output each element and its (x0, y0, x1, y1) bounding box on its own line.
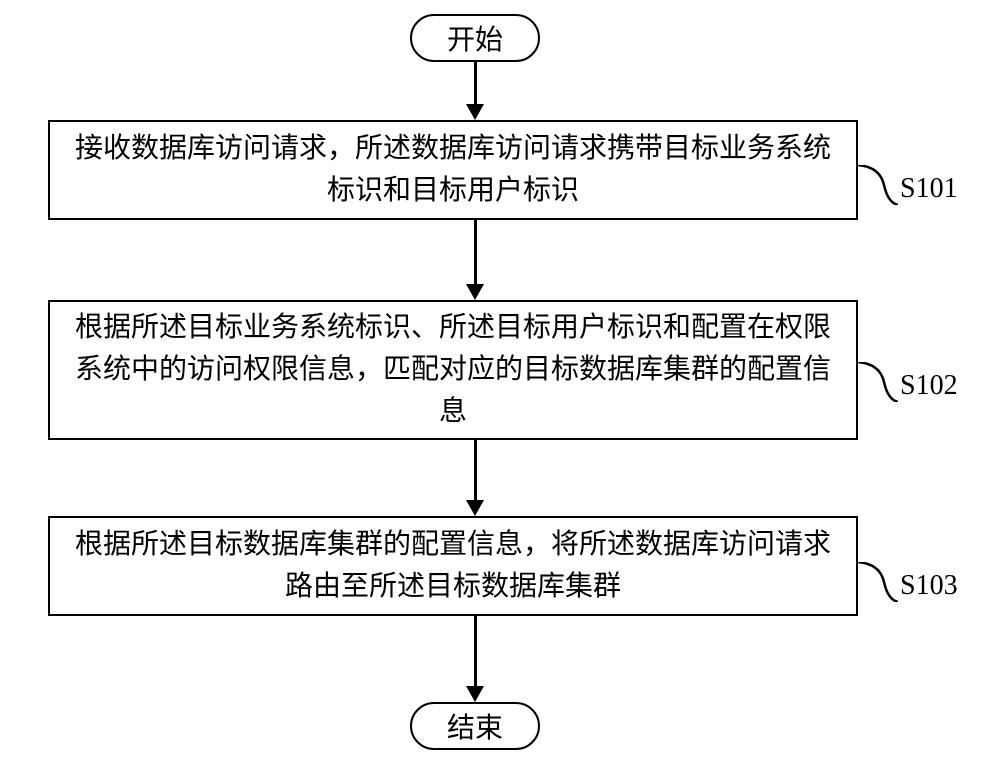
step-label-s101: S101 (900, 173, 958, 205)
step-label-s103: S103 (900, 570, 958, 602)
arrow-line (474, 220, 477, 286)
flowchart-canvas: 开始结束 接收数据库访问请求，所述数据库访问请求携带目标业务系统标识和目标用户标识… (0, 0, 1000, 770)
arrow-line (474, 62, 477, 106)
arrow-head-icon (466, 500, 484, 516)
process-step-s103: 根据所述目标数据库集群的配置信息，将所述数据库访问请求路由至所述目标数据库集群 (48, 516, 858, 616)
process-step-s102: 根据所述目标业务系统标识、所述目标用户标识和配置在权限系统中的访问权限信息，匹配… (48, 300, 858, 440)
process-step-text: 接收数据库访问请求，所述数据库访问请求携带目标业务系统标识和目标用户标识 (64, 128, 842, 212)
process-step-text: 根据所述目标数据库集群的配置信息，将所述数据库访问请求路由至所述目标数据库集群 (64, 524, 842, 608)
process-step-text: 根据所述目标业务系统标识、所述目标用户标识和配置在权限系统中的访问权限信息，匹配… (64, 307, 842, 433)
arrow-line (474, 440, 477, 502)
connector-curve (858, 562, 898, 602)
end-label: 结束 (447, 706, 503, 746)
start-terminal: 开始 (410, 14, 540, 62)
arrow-head-icon (466, 284, 484, 300)
step-label-s102: S102 (900, 370, 958, 402)
connector-curve (858, 362, 898, 402)
end-terminal: 结束 (410, 702, 540, 750)
arrow-head-icon (466, 104, 484, 120)
connector-curve (858, 165, 898, 205)
arrow-line (474, 616, 477, 688)
process-step-s101: 接收数据库访问请求，所述数据库访问请求携带目标业务系统标识和目标用户标识 (48, 120, 858, 220)
start-label: 开始 (447, 18, 503, 58)
arrow-head-icon (466, 686, 484, 702)
